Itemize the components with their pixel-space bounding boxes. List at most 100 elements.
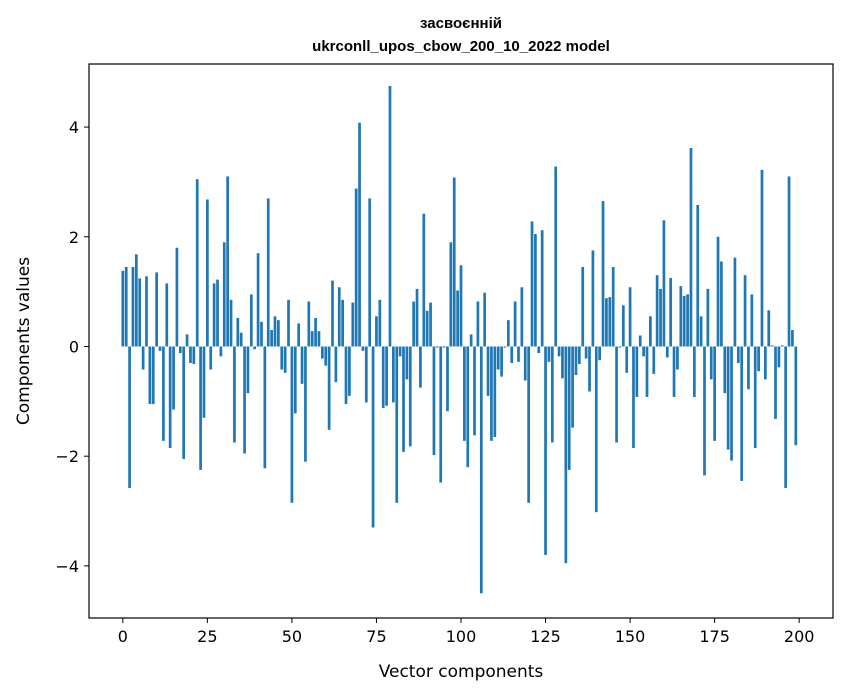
bar-36 (243, 346, 246, 454)
x-tick-label: 50 (282, 627, 302, 646)
bar-174 (709, 346, 713, 380)
x-tick-label: 125 (530, 627, 561, 646)
bar-13 (165, 283, 169, 347)
bar-50 (290, 346, 294, 503)
bar-150 (628, 287, 632, 347)
bar-35 (239, 332, 243, 347)
bar-46 (277, 320, 280, 347)
x-tick-label: 100 (446, 627, 477, 646)
x-tick-label: 150 (615, 627, 646, 646)
bar-109 (490, 346, 493, 441)
bar-58 (317, 331, 321, 347)
bar-2 (128, 346, 131, 489)
bar-53 (300, 346, 304, 384)
bar-40 (256, 253, 260, 347)
bar-149 (625, 346, 629, 373)
x-axis-label: Vector components (379, 662, 544, 682)
bar-178 (723, 346, 727, 394)
bar-94 (439, 346, 443, 483)
bar-133 (571, 346, 574, 428)
bar-100 (459, 265, 463, 347)
x-tick-label: 0 (118, 627, 128, 646)
y-tick-label: −4 (55, 557, 79, 576)
bar-194 (777, 346, 781, 368)
bar-118 (520, 287, 524, 347)
bar-199 (794, 346, 798, 446)
bar-170 (696, 204, 700, 347)
bar-87 (415, 288, 419, 347)
bar-74 (371, 346, 375, 528)
bar-175 (713, 346, 716, 441)
bar-33 (233, 346, 236, 443)
y-axis-ticks: −4 −2 0 2 4 (55, 118, 89, 576)
bar-158 (655, 275, 659, 347)
bar-198 (791, 330, 794, 347)
bar-124 (540, 230, 544, 347)
bar-181 (733, 257, 737, 347)
bar-12 (162, 346, 165, 441)
chart-title-line2: ukrconll_upos_cbow_200_10_2022 model (312, 38, 610, 55)
bar-78 (385, 346, 388, 406)
bar-160 (662, 220, 666, 347)
bar-115 (510, 346, 514, 363)
x-tick-label: 75 (366, 627, 386, 646)
bar-91 (429, 302, 432, 347)
bar-42 (263, 346, 267, 469)
bar-129 (557, 346, 561, 357)
bar-155 (645, 346, 649, 397)
bar-80 (392, 346, 395, 403)
chart-title-line1: засвоєнній (420, 15, 502, 32)
bar-14 (168, 346, 172, 448)
bar-186 (750, 294, 754, 347)
bar-17 (178, 346, 182, 354)
bar-179 (726, 346, 730, 450)
bar-191 (767, 310, 771, 347)
bar-93 (435, 346, 439, 348)
bar-21 (192, 346, 196, 365)
bar-197 (787, 176, 791, 347)
bar-45 (273, 316, 277, 347)
bar-29 (219, 346, 223, 357)
bar-177 (720, 261, 723, 347)
bar-169 (692, 346, 696, 397)
bar-86 (412, 301, 416, 347)
bar-4 (134, 254, 138, 347)
bar-164 (676, 346, 679, 370)
bar-34 (236, 317, 240, 347)
bar-123 (537, 346, 541, 354)
bar-167 (686, 294, 689, 347)
bar-68 (351, 302, 355, 347)
bar-138 (588, 346, 591, 392)
bar-142 (601, 201, 605, 347)
bar-18 (182, 346, 186, 459)
bar-90 (425, 310, 429, 347)
bar-195 (780, 345, 784, 347)
bar-83 (402, 346, 405, 452)
bar-141 (598, 346, 602, 361)
bar-38 (249, 294, 253, 347)
bar-89 (422, 213, 426, 347)
bar-146 (615, 346, 618, 443)
bar-143 (605, 298, 608, 347)
bar-65 (341, 299, 344, 347)
bar-166 (682, 296, 686, 347)
bar-98 (452, 177, 456, 347)
bar-96 (446, 346, 449, 412)
bar-56 (310, 331, 314, 347)
bar-55 (307, 301, 311, 347)
bar-120 (527, 346, 530, 503)
bar-185 (747, 346, 750, 390)
bar-176 (716, 236, 720, 347)
bar-0 (121, 270, 125, 347)
x-tick-label: 25 (197, 627, 217, 646)
bar-31 (226, 176, 230, 347)
bar-147 (618, 346, 622, 348)
bar-168 (689, 147, 693, 347)
x-tick-label: 175 (699, 627, 730, 646)
bar-54 (304, 346, 307, 462)
bar-71 (361, 346, 365, 351)
bar-67 (348, 346, 351, 396)
bar-25 (206, 199, 209, 347)
bar-60 (324, 346, 328, 366)
bar-16 (175, 247, 179, 347)
